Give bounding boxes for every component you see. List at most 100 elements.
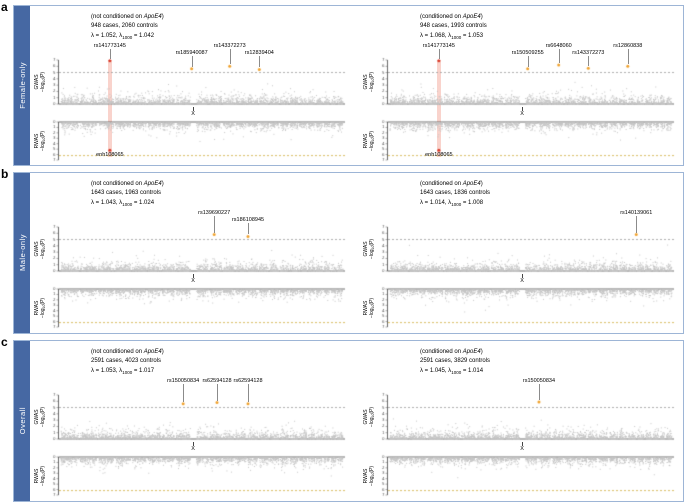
x-chromosome-label: X (520, 111, 524, 117)
lambda-stats: λ = 1.068, λ1000 = 1.053 (420, 33, 484, 40)
x-tick (193, 274, 195, 278)
subpanel-header: (conditioned on ApoE4) 2591 cases, 3829 … (420, 348, 677, 376)
sidebar-male-only: Male-only (14, 173, 30, 333)
x-chromosome-marker: X (46, 274, 348, 286)
x-tick (193, 442, 195, 446)
subpanel-conditioned: (conditioned on ApoE4) 948 cases, 1993 c… (362, 8, 677, 163)
condition-label: (not conditioned on ApoE4) (91, 349, 164, 355)
rwas-manhattan-plot (375, 119, 675, 163)
panel-overall: c Overall (not conditioned on ApoE4) 259… (0, 335, 685, 503)
gwas-plot-row: GWAS −log10(P) rs141773145 rs150509255 rs66… (362, 43, 677, 107)
rwas-y-axis-label: RWAS −log10(P) (362, 297, 375, 319)
panel-letter-b: b (1, 167, 9, 181)
panel-box: Male-only (not conditioned on ApoE4) 164… (13, 172, 684, 334)
panel-content: (not conditioned on ApoE4) 948 cases, 20… (30, 6, 683, 165)
rwas-manhattan-plot (375, 286, 675, 330)
rwas-manhattan-plot (46, 286, 346, 330)
panel-content: (not conditioned on ApoE4) 2591 cases, 4… (30, 341, 683, 501)
snp-annotation: rs143372273 (213, 43, 246, 49)
snp-annotation: rs150050834 (167, 378, 200, 384)
gwas-manhattan-plot (46, 57, 346, 107)
subpanel-unconditioned: (not conditioned on ApoE4) 948 cases, 20… (33, 8, 348, 163)
cases-controls: 1643 cases, 1836 controls (420, 190, 491, 196)
gwas-plot-row: GWAS −log10(P) rs140139061 (362, 210, 677, 274)
rwas-y-axis-label: RWAS −log10(P) (362, 130, 375, 152)
gwas-plot-row: GWAS −log10(P) rs150050834 rs62594128 rs625… (33, 378, 348, 442)
subpanel-header: (not conditioned on ApoE4) 1643 cases, 1… (91, 180, 348, 208)
condition-label: (conditioned on ApoE4) (420, 349, 483, 355)
rwas-plot-row: RWAS −log10(P) enh108065 (362, 119, 677, 163)
snp-annotation: rs62594128 (233, 378, 263, 384)
subpanel-header: (conditioned on ApoE4) 948 cases, 1993 c… (420, 13, 677, 41)
x-chromosome-marker: X (46, 442, 348, 454)
x-tick (522, 107, 524, 111)
x-chromosome-label: X (191, 278, 195, 284)
x-chromosome-marker: X (46, 107, 348, 119)
rwas-plot-row: RWAS −log10(P) enh108065 (33, 119, 348, 163)
snp-annotation: rs141773145 (422, 43, 455, 49)
gwas-plot-row: GWAS −log10(P) rs141773145 rs185940087 rs14… (33, 43, 348, 107)
snp-annotation: rs150509255 (511, 50, 544, 56)
gwas-plot-row: GWAS −log10(P) rs139690227 rs186108945 (33, 210, 348, 274)
x-chromosome-marker: X (375, 274, 677, 286)
sidebar-label: Male-only (17, 234, 27, 272)
x-chromosome-label: X (520, 278, 524, 284)
x-tick (193, 107, 195, 111)
snp-annotation: rs185940087 (175, 50, 208, 56)
panel-letter-a: a (1, 0, 8, 14)
gwas-y-axis-label: GWAS −log10(P) (33, 71, 46, 93)
cases-controls: 2591 cases, 4023 controls (91, 358, 162, 364)
snp-annotation: rs62594128 (202, 378, 232, 384)
gwas-manhattan-plot (46, 392, 346, 442)
x-chromosome-marker: X (375, 107, 677, 119)
lambda-stats: λ = 1.043, λ1000 = 1.024 (91, 200, 155, 207)
gwas-y-axis-label: GWAS −log10(P) (362, 238, 375, 260)
sidebar-female-only: Female-only (14, 6, 30, 165)
gwas-manhattan-plot (375, 57, 675, 107)
rwas-manhattan-plot (46, 454, 346, 498)
x-tick (522, 442, 524, 446)
snp-annotation: rs6648060 (545, 43, 572, 49)
cases-controls: 1643 cases, 1963 controls (91, 190, 162, 196)
rwas-y-axis-label: RWAS −log10(P) (33, 130, 46, 152)
x-chromosome-label: X (191, 111, 195, 117)
rwas-plot-row: RWAS −log10(P) (362, 286, 677, 330)
sidebar-overall: Overall (14, 341, 30, 501)
gwas-manhattan-plot (46, 224, 346, 274)
subpanel-header: (not conditioned on ApoE4) 948 cases, 20… (91, 13, 348, 41)
gwas-plot-row: GWAS −log10(P) rs150050834 (362, 378, 677, 442)
gwas-y-axis-label: GWAS −log10(P) (33, 406, 46, 428)
rwas-y-axis-label: RWAS −log10(P) (33, 297, 46, 319)
x-tick (522, 274, 524, 278)
snp-annotation: rs186108945 (231, 217, 265, 223)
rwas-plot-row: RWAS −log10(P) (33, 286, 348, 330)
lambda-stats: λ = 1.053, λ1000 = 1.017 (91, 368, 155, 375)
gwas-manhattan-plot (375, 224, 675, 274)
sidebar-label: Female-only (17, 62, 27, 109)
snp-annotation: rs143372273 (572, 50, 605, 56)
subpanel-conditioned: (conditioned on ApoE4) 2591 cases, 3829 … (362, 343, 677, 499)
subpanel-unconditioned: (not conditioned on ApoE4) 2591 cases, 4… (33, 343, 348, 499)
condition-label: (conditioned on ApoE4) (420, 181, 483, 187)
lambda-stats: λ = 1.052, λ1000 = 1.042 (91, 33, 155, 40)
condition-label: (not conditioned on ApoE4) (91, 181, 164, 187)
panel-female-only: a Female-only (not conditioned on ApoE4)… (0, 0, 685, 167)
gwas-y-axis-label: GWAS −log10(P) (362, 71, 375, 93)
x-chromosome-marker: X (375, 442, 677, 454)
snp-annotation: rs150050834 (522, 378, 556, 384)
snp-annotation: rs12860838 (613, 43, 643, 49)
subpanel-conditioned: (conditioned on ApoE4) 1643 cases, 1836 … (362, 175, 677, 331)
lambda-stats: λ = 1.045, λ1000 = 1.014 (420, 368, 484, 375)
snp-annotation: rs140139061 (620, 210, 653, 216)
gwas-manhattan-plot (375, 392, 675, 442)
snp-annotation: rs139690227 (198, 210, 231, 216)
panel-content: (not conditioned on ApoE4) 1643 cases, 1… (30, 173, 683, 333)
sidebar-label: Overall (17, 407, 27, 435)
snp-annotation: rs141773145 (93, 43, 126, 49)
lambda-stats: λ = 1.014, λ1000 = 1.008 (420, 200, 484, 207)
panel-letter-c: c (1, 335, 8, 349)
x-chromosome-label: X (191, 446, 195, 452)
rwas-plot-row: RWAS −log10(P) (33, 454, 348, 498)
condition-label: (not conditioned on ApoE4) (91, 14, 164, 20)
